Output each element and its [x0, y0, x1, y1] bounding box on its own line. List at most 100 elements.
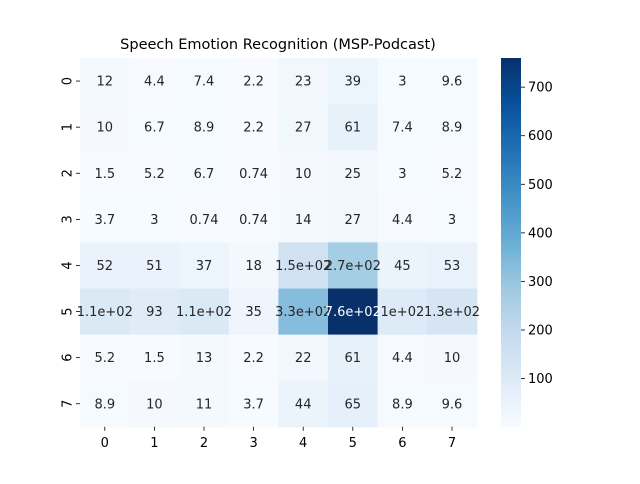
heatmap-cell-3-6 [377, 196, 428, 243]
heatmap-cell-3-0 [80, 196, 131, 243]
cell-label-4-6: 45 [394, 259, 411, 274]
colorbar-tick-label-0: 100 [528, 372, 553, 387]
heatmap-cell-1-2 [179, 104, 230, 151]
heatmap-cell-3-2 [179, 196, 230, 243]
cell-label-3-5: 27 [345, 213, 362, 228]
heatmap-cell-4-3 [228, 242, 279, 290]
cell-label-1-3: 2.2 [243, 121, 264, 136]
cell-label-7-7: 9.6 [442, 397, 463, 412]
x-tick-label-4: 4 [299, 436, 307, 451]
y-axis: 0 1 2 3 4 5 6 7 [61, 77, 80, 408]
cell-label-5-3: 35 [245, 305, 262, 320]
colorbar-tick-label-3: 400 [528, 226, 553, 241]
heatmap-cell-7-0 [80, 380, 131, 428]
colorbar-tick-label-4: 500 [528, 178, 553, 193]
cell-label-5-0: 1.1e+02 [77, 305, 133, 320]
cell-label-0-7: 9.6 [442, 75, 463, 90]
heatmap-cell-3-1 [129, 196, 180, 243]
cell-label-6-5: 61 [345, 351, 362, 366]
cell-label-4-3: 18 [245, 259, 262, 274]
cell-label-5-7: 1.3e+02 [424, 305, 480, 320]
cell-label-4-0: 52 [97, 259, 114, 274]
y-tick-label-5: 5 [61, 307, 76, 315]
heatmap-cell-2-2 [179, 150, 230, 197]
heatmap-cell-7-7 [427, 380, 478, 428]
heatmap-cell-2-1 [129, 150, 180, 197]
heatmap-cell-3-3 [228, 196, 279, 243]
cell-label-6-7: 10 [444, 351, 461, 366]
colorbar-bar [501, 58, 521, 427]
heatmap-cell-0-1 [129, 58, 180, 105]
cell-label-3-1: 3 [150, 213, 158, 228]
heatmap-cell-0-6 [377, 58, 428, 105]
cell-label-5-6: 1e+02 [381, 305, 425, 320]
cell-label-1-5: 61 [345, 121, 362, 136]
cell-label-7-3: 3.7 [243, 397, 264, 412]
heatmap-cell-4-5 [328, 242, 379, 290]
cell-label-3-4: 14 [295, 213, 312, 228]
heatmap-cell-6-5 [328, 334, 379, 382]
heatmap-cell-labels: 12 4.4 7.4 2.2 23 39 3 9.610 6.7 8.9 2.2 27 61 7.4 8.9… [77, 75, 480, 413]
x-tick-label-5: 5 [349, 436, 357, 451]
cell-label-1-1: 6.7 [144, 121, 165, 136]
heatmap-cell-5-0 [80, 288, 131, 336]
cell-label-1-0: 10 [97, 121, 114, 136]
cell-label-5-5: 7.6e+02 [325, 305, 381, 320]
heatmap-cell-4-4 [278, 242, 329, 290]
cell-label-3-3: 0.74 [239, 213, 268, 228]
heatmap-cell-7-6 [377, 380, 428, 428]
heatmap-cell-5-4 [278, 288, 329, 336]
cell-label-5-2: 1.1e+02 [176, 305, 232, 320]
cell-label-2-5: 25 [345, 167, 362, 182]
heatmap-cell-5-3 [228, 288, 279, 336]
heatmap-cell-2-0 [80, 150, 131, 197]
heatmap-cell-6-1 [129, 334, 180, 382]
y-tick-label-7: 7 [61, 400, 76, 408]
cell-label-4-5: 2.7e+02 [325, 259, 381, 274]
heatmap-cell-6-2 [179, 334, 230, 382]
cell-label-6-0: 5.2 [94, 351, 115, 366]
heatmap-cell-7-3 [228, 380, 279, 428]
heatmap-cells [80, 58, 478, 428]
cell-label-3-0: 3.7 [94, 213, 115, 228]
cell-label-2-3: 0.74 [239, 167, 268, 182]
heatmap-cell-6-7 [427, 334, 478, 382]
heatmap-cell-1-1 [129, 104, 180, 151]
y-tick-label-0: 0 [61, 77, 76, 85]
heatmap-cell-5-6 [377, 288, 428, 336]
heatmap-cell-2-4 [278, 150, 329, 197]
x-tick-label-3: 3 [249, 436, 257, 451]
heatmap-cell-4-1 [129, 242, 180, 290]
heatmap-cell-1-5 [328, 104, 379, 151]
heatmap-cell-2-5 [328, 150, 379, 197]
y-tick-label-3: 3 [61, 215, 76, 223]
cell-label-0-1: 4.4 [144, 75, 165, 90]
heatmap-cell-4-7 [427, 242, 478, 290]
heatmap-cell-2-3 [228, 150, 279, 197]
cell-label-1-6: 7.4 [392, 121, 413, 136]
cell-label-0-4: 23 [295, 75, 312, 90]
cell-label-0-5: 39 [345, 75, 362, 90]
heatmap-cell-4-6 [377, 242, 428, 290]
cell-label-2-7: 5.2 [442, 167, 463, 182]
colorbar-tick-label-6: 700 [528, 81, 553, 96]
cell-label-1-4: 27 [295, 121, 312, 136]
cell-label-7-6: 8.9 [392, 397, 413, 412]
heatmap-cell-4-2 [179, 242, 230, 290]
heatmap-cell-7-4 [278, 380, 329, 428]
cell-label-2-1: 5.2 [144, 167, 165, 182]
heatmap-cell-5-7 [427, 288, 478, 336]
cell-label-7-0: 8.9 [94, 397, 115, 412]
heatmap-cell-7-1 [129, 380, 180, 428]
cell-label-0-0: 12 [97, 75, 114, 90]
y-tick-label-2: 2 [61, 169, 76, 177]
colorbar-tick-label-1: 200 [528, 324, 553, 339]
heatmap-cell-7-5 [328, 380, 379, 428]
cell-label-0-6: 3 [398, 75, 406, 90]
x-tick-label-7: 7 [448, 436, 456, 451]
heatmap-cell-6-0 [80, 334, 131, 382]
cell-label-7-1: 10 [146, 397, 163, 412]
heatmap-cell-6-6 [377, 334, 428, 382]
